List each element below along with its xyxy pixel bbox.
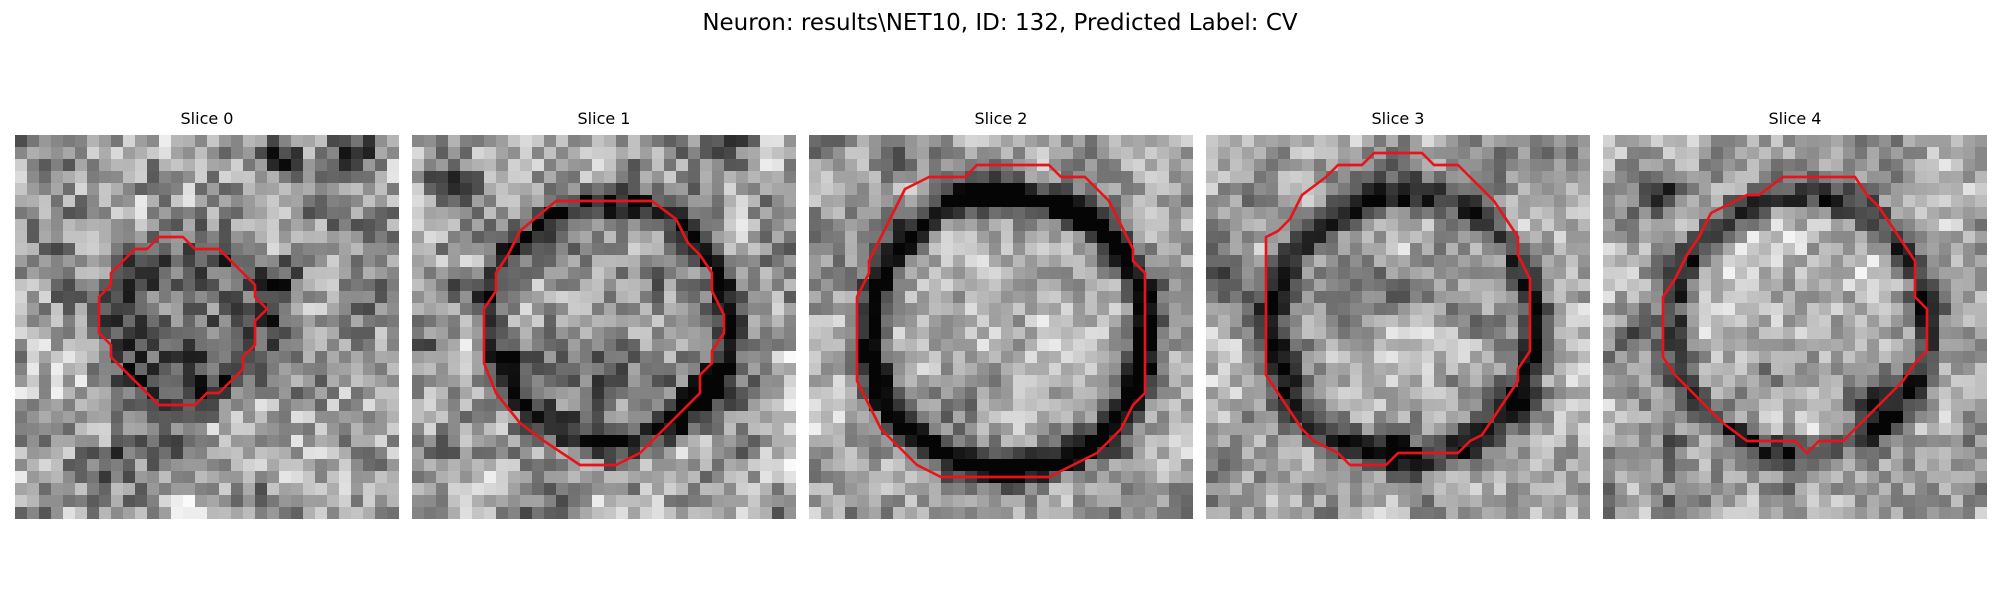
slice-title-3: Slice 3 [1371, 109, 1425, 128]
slice-image-2 [809, 135, 1193, 519]
cell-contour-outline [482, 199, 726, 467]
slice-title-2: Slice 2 [974, 109, 1028, 128]
slice-image-1 [412, 135, 796, 519]
cell-contour-outline [97, 235, 269, 407]
slice-title-4: Slice 4 [1768, 109, 1822, 128]
slice-panel-2: Slice 2 [809, 108, 1193, 519]
slice-image-4 [1603, 135, 1987, 519]
grayscale-pixels [809, 135, 1193, 519]
cell-contour-outline [1661, 175, 1929, 455]
cell-contour-outline [1264, 151, 1532, 467]
grayscale-pixels [412, 135, 796, 519]
slice-panel-3: Slice 3 [1206, 108, 1590, 519]
slice-title-1: Slice 1 [577, 109, 631, 128]
figure-title: Neuron: results\NET10, ID: 132, Predicte… [702, 10, 1298, 36]
grayscale-pixels [1603, 135, 1987, 519]
slice-panel-4: Slice 4 [1603, 108, 1987, 519]
slice-image-3 [1206, 135, 1590, 519]
slice-panel-1: Slice 1 [412, 108, 796, 519]
slice-title-0: Slice 0 [180, 109, 234, 128]
slice-panel-0: Slice 0 [15, 108, 399, 519]
grayscale-pixels [15, 135, 399, 519]
grayscale-pixels [1206, 135, 1590, 519]
cell-contour-outline [855, 163, 1147, 479]
slice-image-0 [15, 135, 399, 519]
